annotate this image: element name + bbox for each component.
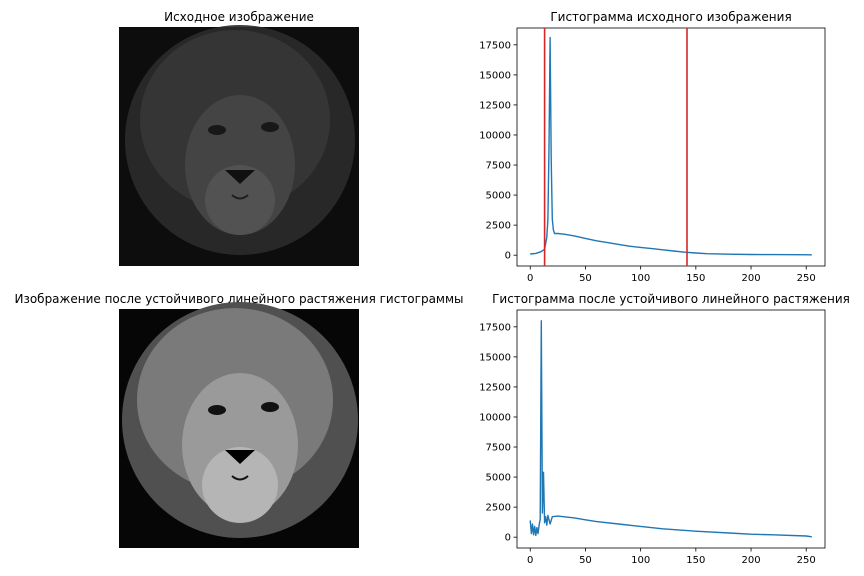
y-tick-label: 7500	[486, 443, 511, 454]
y-tick-label: 5000	[486, 191, 511, 202]
hist-original-title: Гистограмма исходного изображения	[550, 10, 791, 24]
y-tick-label: 17500	[479, 322, 511, 333]
histogram-line-1-0	[529, 320, 812, 538]
y-tick-label: 10000	[479, 412, 511, 423]
y-tick-label: 2500	[486, 221, 511, 232]
x-tick-label: 100	[631, 555, 650, 566]
y-tick-label: 10000	[479, 130, 511, 141]
plot-frame	[516, 309, 826, 549]
x-tick-label: 200	[741, 273, 760, 284]
y-tick-label: 7500	[486, 161, 511, 172]
histogram-line-0-0	[530, 36, 812, 256]
y-tick-label: 2500	[486, 503, 511, 514]
original-lion-image	[119, 25, 359, 266]
x-tick-label: 50	[579, 273, 592, 284]
y-tick-label: 15000	[479, 352, 511, 363]
x-tick-label: 250	[797, 555, 816, 566]
x-tick-label: 100	[631, 273, 650, 284]
plot-frame	[516, 27, 826, 267]
y-tick-label: 15000	[479, 70, 511, 81]
x-tick-label: 250	[797, 273, 816, 284]
y-tick-label: 17500	[479, 40, 511, 51]
y-tick-label: 12500	[479, 100, 511, 111]
x-tick-label: 0	[527, 273, 533, 284]
y-tick-label: 5000	[486, 473, 511, 484]
y-tick-label: 12500	[479, 382, 511, 393]
stretched-lion-image	[119, 302, 359, 548]
original-image-title: Исходное изображение	[164, 10, 314, 24]
y-tick-label: 0	[505, 533, 511, 544]
stretched-image-title: Изображение после устойчивого линейного …	[14, 292, 463, 306]
x-tick-label: 200	[741, 555, 760, 566]
x-tick-label: 150	[686, 555, 705, 566]
histogram-stretched-chart: 0 50 100 150 200 2500250050007500100001250015…	[479, 309, 826, 566]
x-tick-label: 150	[686, 273, 705, 284]
histogram-original-chart: 0 50 100 150 200 2500250050007500100001250015…	[479, 27, 826, 284]
x-tick-label: 50	[579, 555, 592, 566]
y-tick-label: 0	[505, 251, 511, 262]
hist-stretched-title: Гистограмма после устойчивого линейного …	[492, 292, 850, 306]
x-tick-label: 0	[527, 555, 533, 566]
